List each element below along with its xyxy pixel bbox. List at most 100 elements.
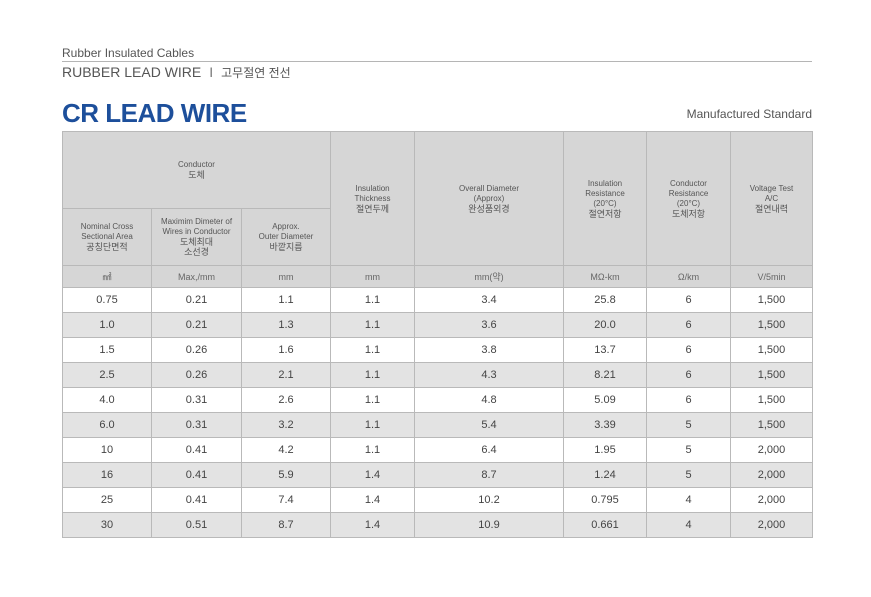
table-cell: 1.1 bbox=[330, 312, 415, 338]
page-title: CR LEAD WIRE bbox=[62, 98, 247, 128]
table-cell: 30 bbox=[62, 512, 152, 538]
header-line: A/C bbox=[764, 193, 779, 203]
header-kr: 절연내력 bbox=[754, 203, 789, 214]
table-cell: 6 bbox=[646, 312, 731, 338]
header-nominal-cross-section: Nominal Cross Sectional Area 공칭단면적 bbox=[62, 208, 152, 266]
table-cell: 4 bbox=[646, 512, 731, 538]
table-cell: 8.21 bbox=[563, 362, 647, 388]
header-kr: 공칭단면적 bbox=[86, 242, 128, 252]
table-cell: 2.5 bbox=[62, 362, 152, 388]
table-cell: 6.4 bbox=[414, 437, 564, 463]
unit-cell: mm(약) bbox=[414, 265, 564, 288]
table-cell: 1.1 bbox=[330, 362, 415, 388]
table-cell: 1,500 bbox=[730, 362, 813, 388]
header-line: (20°C) bbox=[676, 198, 701, 208]
table-cell: 0.26 bbox=[151, 362, 242, 388]
table-cell: 10.2 bbox=[414, 487, 564, 513]
table-cell: 1.4 bbox=[330, 487, 415, 513]
table-cell: 6 bbox=[646, 362, 731, 388]
header-conductor-kr: 도체 bbox=[188, 170, 205, 180]
table-row: 1.5 0.26 1.6 1.1 3.8 13.7 6 1,500 bbox=[62, 337, 813, 363]
table-cell: 5.9 bbox=[241, 462, 331, 488]
table-cell: 1.24 bbox=[563, 462, 647, 488]
unit-cell: MΩ-km bbox=[563, 265, 647, 288]
table-cell: 1,500 bbox=[730, 412, 813, 438]
table-cell: 0.41 bbox=[151, 437, 242, 463]
table-cell: 5 bbox=[646, 412, 731, 438]
header-line: (Approx) bbox=[473, 193, 505, 203]
unit-cell: ㎟ bbox=[62, 265, 152, 288]
table-cell: 3.39 bbox=[563, 412, 647, 438]
category-label: Rubber Insulated Cables bbox=[62, 46, 195, 60]
table-cell: 10.9 bbox=[414, 512, 564, 538]
table-row: 30 0.51 8.7 1.4 10.9 0.661 4 2,000 bbox=[62, 512, 813, 538]
table-cell: 20.0 bbox=[563, 312, 647, 338]
table-cell: 16 bbox=[62, 462, 152, 488]
table-cell: 0.41 bbox=[151, 487, 242, 513]
table-cell: 2,000 bbox=[730, 487, 813, 513]
table-cell: 6 bbox=[646, 337, 731, 363]
table-cell: 13.7 bbox=[563, 337, 647, 363]
table-cell: 0.31 bbox=[151, 387, 242, 413]
standard-label: Manufactured Standard bbox=[686, 107, 812, 121]
table-cell: 0.661 bbox=[563, 512, 647, 538]
table-cell: 2.6 bbox=[241, 387, 331, 413]
header-line: Resistance bbox=[585, 188, 625, 198]
table-cell: 1.1 bbox=[330, 412, 415, 438]
table-row: 1.0 0.21 1.3 1.1 3.6 20.0 6 1,500 bbox=[62, 312, 813, 338]
header-kr: 절연두께 bbox=[355, 203, 390, 214]
table-cell: 1,500 bbox=[730, 387, 813, 413]
table-cell: 1.1 bbox=[330, 437, 415, 463]
table-row: 4.0 0.31 2.6 1.1 4.8 5.09 6 1,500 bbox=[62, 387, 813, 413]
table-cell: 5.09 bbox=[563, 387, 647, 413]
table-cell: 0.51 bbox=[151, 512, 242, 538]
table-cell: 2,000 bbox=[730, 462, 813, 488]
header-line: Voltage Test bbox=[749, 183, 794, 193]
table-cell: 2,000 bbox=[730, 437, 813, 463]
header-kr: 도체최대 bbox=[179, 237, 214, 247]
table-cell: 4.3 bbox=[414, 362, 564, 388]
unit-cell: mm bbox=[241, 265, 331, 288]
table-cell: 5 bbox=[646, 462, 731, 488]
subtitle: RUBBER LEAD WIRE I 고무절연 전선 bbox=[62, 64, 291, 81]
table-cell: 6 bbox=[646, 387, 731, 413]
units-row: ㎟ Max,/mm mm mm mm(약) MΩ-km Ω/km V/5min bbox=[62, 265, 813, 288]
header-line: Approx. bbox=[272, 222, 300, 231]
header-kr: 도체저항 bbox=[671, 208, 706, 219]
unit-cell: mm bbox=[330, 265, 415, 288]
table-cell: 1.4 bbox=[330, 512, 415, 538]
table-cell: 3.6 bbox=[414, 312, 564, 338]
table-cell: 0.75 bbox=[62, 287, 152, 313]
table-cell: 6.0 bbox=[62, 412, 152, 438]
table-row: 10 0.41 4.2 1.1 6.4 1.95 5 2,000 bbox=[62, 437, 813, 463]
table-cell: 1.1 bbox=[330, 337, 415, 363]
header-divider bbox=[62, 61, 812, 62]
table-cell: 3.8 bbox=[414, 337, 564, 363]
header-line: Resistance bbox=[668, 188, 709, 198]
table-cell: 1.1 bbox=[241, 287, 331, 313]
header-line: Outer Diameter bbox=[258, 232, 314, 241]
table-cell: 1,500 bbox=[730, 337, 813, 363]
header-conductor: Conductor 도체 bbox=[62, 131, 331, 209]
header-max-wire-diameter: Maximim Dimeter of Wires in Conductor 도체… bbox=[151, 208, 242, 266]
table-cell: 0.26 bbox=[151, 337, 242, 363]
table-row: 25 0.41 7.4 1.4 10.2 0.795 4 2,000 bbox=[62, 487, 813, 513]
header-line: Overall Diameter bbox=[458, 183, 519, 193]
table-cell: 1.3 bbox=[241, 312, 331, 338]
unit-cell: Max,/mm bbox=[151, 265, 242, 288]
header-insulation-thickness: Insulation Thickness 절연두께 bbox=[330, 131, 415, 266]
table-cell: 0.21 bbox=[151, 312, 242, 338]
table-cell: 8.7 bbox=[414, 462, 564, 488]
header-kr: 바깥지름 bbox=[269, 242, 303, 252]
table-cell: 1,500 bbox=[730, 287, 813, 313]
table-cell: 3.4 bbox=[414, 287, 564, 313]
subtitle-korean: 고무절연 전선 bbox=[221, 66, 291, 80]
header-voltage-test: Voltage Test A/C 절연내력 bbox=[730, 131, 813, 266]
table-cell: 1.1 bbox=[330, 287, 415, 313]
table-row: 2.5 0.26 2.1 1.1 4.3 8.21 6 1,500 bbox=[62, 362, 813, 388]
table-cell: 10 bbox=[62, 437, 152, 463]
header-conductor-resistance: Conductor Resistance (20°C) 도체저항 bbox=[646, 131, 731, 266]
table-cell: 1.0 bbox=[62, 312, 152, 338]
subtitle-english: RUBBER LEAD WIRE bbox=[62, 64, 202, 80]
table-cell: 0.21 bbox=[151, 287, 242, 313]
